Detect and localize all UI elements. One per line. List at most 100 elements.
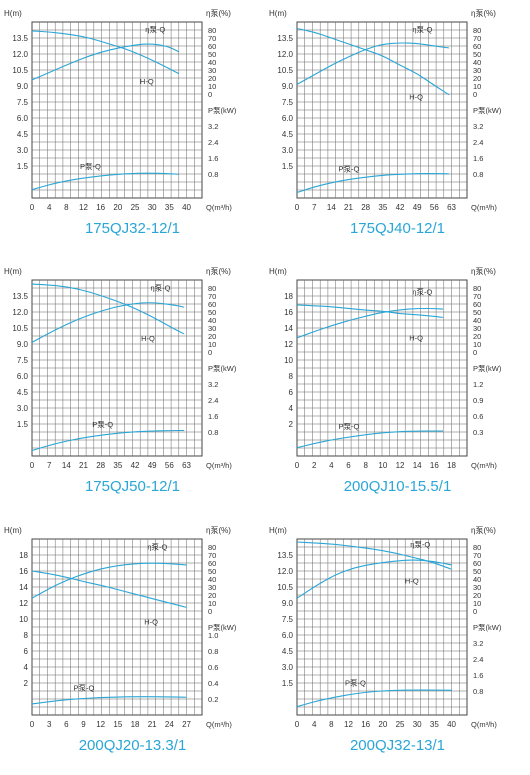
h-tick-label: 1.5: [17, 420, 29, 429]
y-right-bottom-label: P泵(kW): [208, 623, 237, 632]
p-tick-label: 1.6: [473, 154, 483, 163]
chart-caption: 200QJ10-15.5/1: [343, 478, 452, 495]
y-right-bottom-label: P泵(kW): [473, 623, 502, 632]
x-tick-label: 16: [430, 461, 439, 470]
x-axis-label: Q(m³/h): [471, 461, 497, 470]
x-tick-label: 0: [295, 461, 300, 470]
grid: [297, 539, 467, 715]
curve-η泵-Q: [296, 307, 444, 339]
y-right-bottom-label: P泵(kW): [473, 364, 502, 373]
x-tick-label: 40: [447, 720, 456, 729]
eta-tick-label: 50: [473, 308, 481, 317]
x-tick-label: 18: [131, 720, 140, 729]
p-tick-label: 0.3: [473, 428, 483, 437]
p-tick-label: 3.2: [473, 122, 483, 131]
y-right-bottom-label: P泵(kW): [473, 106, 502, 115]
grid: [32, 280, 202, 456]
x-tick-label: 8: [329, 720, 334, 729]
h-tick-label: 12.0: [12, 50, 28, 59]
p-tick-label: 0.8: [208, 428, 218, 437]
curve-P泵-Q: [296, 689, 453, 708]
curve-η泵-Q: [296, 559, 453, 599]
x-tick-label: 4: [47, 203, 52, 212]
curve-H-Q: [31, 570, 188, 608]
h-tick-label: 10: [284, 356, 293, 365]
x-tick-label: 4: [329, 461, 334, 470]
eta-tick-label: 30: [208, 66, 216, 75]
x-tick-label: 0: [295, 203, 300, 212]
eta-tick-label: 80: [208, 284, 216, 293]
y-right-top-label: η泵(%): [206, 267, 231, 276]
eta-tick-label: 80: [473, 284, 481, 293]
x-tick-label: 20: [378, 720, 387, 729]
eta-tick-label: 50: [208, 567, 216, 576]
eta-tick-label: 20: [473, 332, 481, 341]
chart-svg: H(m) 13.5 12.0 10.5 9.0 7.5 6.0 4.5 3.0 1.5 η泵(%) 8…: [269, 9, 502, 212]
h-tick-label: 8: [24, 631, 29, 640]
x-tick-label: 12: [396, 461, 405, 470]
h-tick-label: 4: [24, 663, 29, 672]
x-tick-label: 49: [148, 461, 157, 470]
x-tick-label: 0: [30, 720, 35, 729]
x-tick-label: 21: [79, 461, 88, 470]
eta-tick-label: 60: [473, 300, 481, 309]
eta-tick-label: 20: [473, 74, 481, 83]
eta-tick-label: 10: [473, 340, 481, 349]
eta-tick-label: 30: [473, 583, 481, 592]
h-tick-label: 14: [19, 583, 28, 592]
curve-H-Q: [296, 27, 450, 96]
x-tick-label: 30: [148, 203, 157, 212]
x-tick-label: 2: [312, 461, 317, 470]
chart-svg: H(m)18161412108642η泵(%)80706050403020100…: [4, 526, 237, 729]
x-tick-label: 20: [113, 203, 122, 212]
eta-tick-label: 10: [473, 82, 481, 91]
h-tick-label: 12.0: [12, 308, 28, 317]
h-tick-label: 6: [24, 647, 29, 656]
x-tick-label: 30: [413, 720, 422, 729]
y-right-bottom-label: P泵(kW): [208, 364, 237, 373]
h-tick-label: 7.5: [282, 615, 294, 624]
h-tick-label: 4.5: [17, 388, 29, 397]
curve-H-Q: [31, 283, 185, 335]
x-tick-label: 15: [113, 720, 122, 729]
x-axis-label: Q(m³/h): [471, 720, 497, 729]
x-tick-label: 8: [363, 461, 368, 470]
eta-tick-label: 70: [473, 292, 481, 301]
p-tick-label: 0.8: [473, 170, 483, 179]
eta-tick-label: 70: [208, 551, 216, 560]
eta-tick-label: 0: [208, 90, 212, 99]
h-tick-label: 2: [24, 679, 29, 688]
y-right-top-label: η泵(%): [471, 526, 496, 535]
x-axis-label: Q(m³/h): [206, 720, 232, 729]
eta-curve-label: η泵-Q: [412, 287, 432, 296]
h-curve-label: H-Q: [144, 618, 158, 627]
chart-svg: H(m)18161412108642η泵(%)80706050403020100…: [269, 267, 502, 470]
h-tick-label: 7.5: [282, 98, 294, 107]
eta-tick-label: 30: [473, 66, 481, 75]
eta-tick-label: 30: [208, 324, 216, 333]
x-tick-label: 0: [30, 203, 35, 212]
x-tick-label: 12: [344, 720, 353, 729]
h-curve-label: H-Q: [409, 334, 423, 343]
p-tick-label: 0.8: [473, 687, 483, 696]
p-tick-label: 1.2: [473, 380, 483, 389]
h-tick-label: 3.0: [17, 404, 29, 413]
x-tick-label: 4: [312, 720, 317, 729]
p-tick-label: 2.4: [473, 655, 483, 664]
pump-chart-3: H(m) 13.5 12.0 10.5 9.0 7.5 6.0 4.5 3.0 1.5 η泵(%) 8…: [0, 258, 265, 516]
h-tick-label: 6: [289, 388, 294, 397]
p-tick-label: 0.2: [208, 695, 218, 704]
h-curve-label: H-Q: [405, 576, 419, 585]
p-tick-label: 3.2: [208, 122, 218, 131]
x-tick-label: 56: [430, 203, 439, 212]
eta-tick-label: 0: [473, 348, 477, 357]
y-left-label: H(m): [269, 267, 287, 276]
p-tick-label: 0.9: [473, 396, 483, 405]
curve-η泵-Q: [31, 302, 185, 343]
eta-tick-label: 70: [473, 551, 481, 560]
chart-caption: 175QJ50-12/1: [84, 478, 181, 495]
p-tick-label: 1.6: [208, 412, 218, 421]
h-tick-label: 6.0: [17, 114, 29, 123]
p-tick-label: 2.4: [208, 396, 218, 405]
eta-curve-label: η泵-Q: [412, 25, 432, 34]
